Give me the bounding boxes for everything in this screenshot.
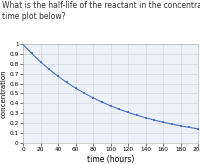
Text: What is the half-life of the reactant in the concentration vs
time plot below?: What is the half-life of the reactant in…	[2, 1, 200, 21]
Y-axis label: concentration: concentration	[1, 69, 7, 118]
X-axis label: time (hours): time (hours)	[87, 155, 134, 164]
